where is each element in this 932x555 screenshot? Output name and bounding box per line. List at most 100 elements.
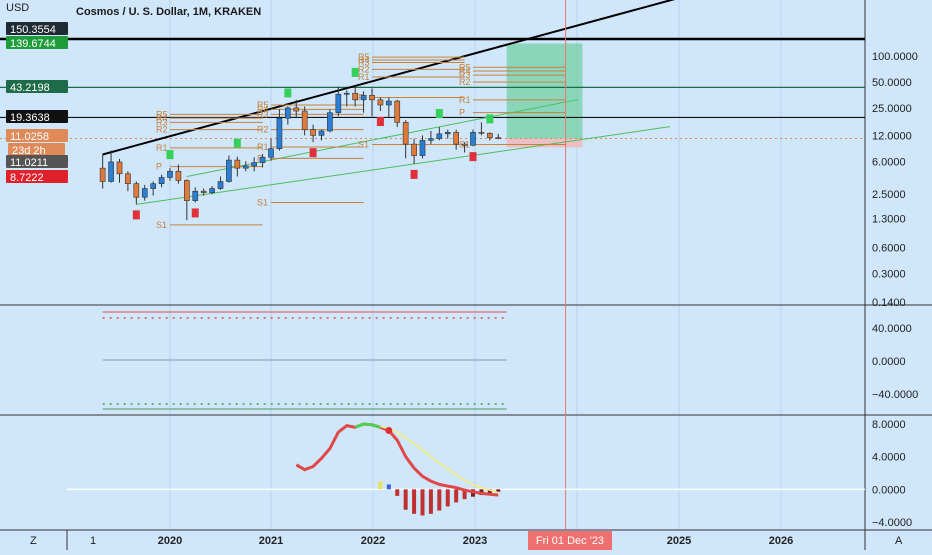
buy-signal-marker <box>284 88 292 98</box>
target-zone <box>506 43 583 139</box>
macd-histogram-bar <box>462 489 467 500</box>
time-tick-label: 1 <box>90 535 96 547</box>
candle-body <box>453 132 459 145</box>
price-badge-label: 8.7222 <box>10 172 44 184</box>
macd-histogram-bar <box>386 484 391 490</box>
candle-body <box>116 161 123 175</box>
candle-body <box>352 92 358 101</box>
candle-body <box>125 173 131 185</box>
buy-signal-marker <box>351 67 359 77</box>
stop-zone <box>506 138 583 148</box>
macd-line-highlight <box>354 422 381 429</box>
price-tick-label: 2.5000 <box>872 189 906 201</box>
pivot-label: R2 <box>156 125 168 135</box>
buy-signal-marker <box>486 114 494 124</box>
pivot-label: R5 <box>459 62 471 72</box>
candle-body <box>377 99 384 106</box>
sell-signal-marker <box>191 208 199 218</box>
buy-signal-marker <box>166 150 174 160</box>
buy-signal-marker <box>435 109 443 119</box>
candle-body <box>234 159 241 169</box>
price-badge <box>6 22 68 35</box>
price-tick-label: 6.0000 <box>872 156 906 168</box>
candle-body <box>251 162 257 167</box>
candle-body <box>369 95 375 101</box>
sell-signal-marker <box>376 117 384 127</box>
sell-signal-marker <box>410 169 418 179</box>
symbol-title[interactable]: Cosmos / U. S. Dollar, 1M, KRAKEN <box>76 6 262 18</box>
candle-body <box>99 167 106 182</box>
price-badge <box>8 143 65 156</box>
macd-tick-label: 4.0000 <box>872 452 906 464</box>
time-tick-label: 2020 <box>158 535 182 547</box>
candle-body <box>478 132 485 134</box>
candle-body <box>108 161 114 182</box>
macd-tick-label: −4.0000 <box>872 517 912 529</box>
pivot-label: R5 <box>156 109 168 119</box>
osc-tick-label: 40.0000 <box>872 323 912 335</box>
candle-body <box>419 140 426 156</box>
price-tick-label: 12.0000 <box>872 130 912 142</box>
crosshair-date-badge <box>528 531 612 550</box>
macd-histogram-bar <box>403 489 408 510</box>
macd-histogram-bar <box>428 489 433 514</box>
candle-body <box>133 183 140 198</box>
pivot-label: R3 <box>257 109 269 119</box>
pivot-label: R1 <box>459 95 471 105</box>
macd-histogram-bar <box>420 489 425 516</box>
pivot-label: R1 <box>156 143 168 153</box>
price-badge <box>6 155 68 168</box>
candle-body <box>318 130 325 136</box>
pivot-label: R4 <box>156 113 168 123</box>
macd-line <box>295 422 499 497</box>
osc-tick-label: 0.0000 <box>872 356 906 368</box>
macd-cross-dot <box>385 427 393 435</box>
crosshair-date-label: Fri 01 Dec '23 <box>536 535 604 547</box>
candle-body <box>444 132 451 135</box>
sell-signal-marker <box>309 148 317 158</box>
osc-tick-label: −40.0000 <box>872 389 918 401</box>
pivot-label: R2 <box>459 77 471 87</box>
pivot-label: R4 <box>257 104 269 114</box>
candle-body <box>402 122 409 145</box>
macd-histogram-bar <box>496 489 501 492</box>
price-badge <box>6 110 68 123</box>
candle-body <box>428 138 434 141</box>
pivot-label: P <box>459 108 465 118</box>
candle-body <box>436 133 443 139</box>
macd-histogram-bar <box>395 489 400 496</box>
candle-body <box>242 165 249 169</box>
price-badge-label: 43.2198 <box>10 82 50 94</box>
candle-body <box>461 143 468 146</box>
macd-histogram-bar <box>412 489 417 514</box>
pivot-label: R2 <box>358 64 370 74</box>
candle-body <box>141 188 148 198</box>
candle-body <box>175 170 182 181</box>
pivot-label: P <box>156 162 162 172</box>
candle-body <box>386 100 392 106</box>
candle-body <box>268 148 274 158</box>
buy-signal-marker <box>233 138 241 148</box>
pivot-label: S1 <box>358 140 369 150</box>
macd-histogram-bar <box>378 481 383 490</box>
pivot-label: R3 <box>358 58 370 68</box>
candle-body <box>167 170 173 178</box>
pivot-label: R5 <box>358 52 370 62</box>
candle-body <box>394 100 401 123</box>
pivot-label: R2 <box>257 125 269 135</box>
price-tick-label: 25.0000 <box>872 103 912 115</box>
pivot-label: R1 <box>257 142 269 152</box>
candle-body <box>343 92 350 95</box>
corner-left-label: Z <box>30 535 37 547</box>
candle-body <box>184 180 190 201</box>
time-tick-label: 2022 <box>361 535 385 547</box>
macd-histogram-bar <box>445 489 450 507</box>
pivot-label: R4 <box>358 55 370 65</box>
macd-tick-label: 8.0000 <box>872 419 906 431</box>
pivot-label: R4 <box>459 66 471 76</box>
candle-body <box>226 159 232 182</box>
price-tick-label: 0.3000 <box>872 268 906 280</box>
candle-body <box>360 95 367 101</box>
